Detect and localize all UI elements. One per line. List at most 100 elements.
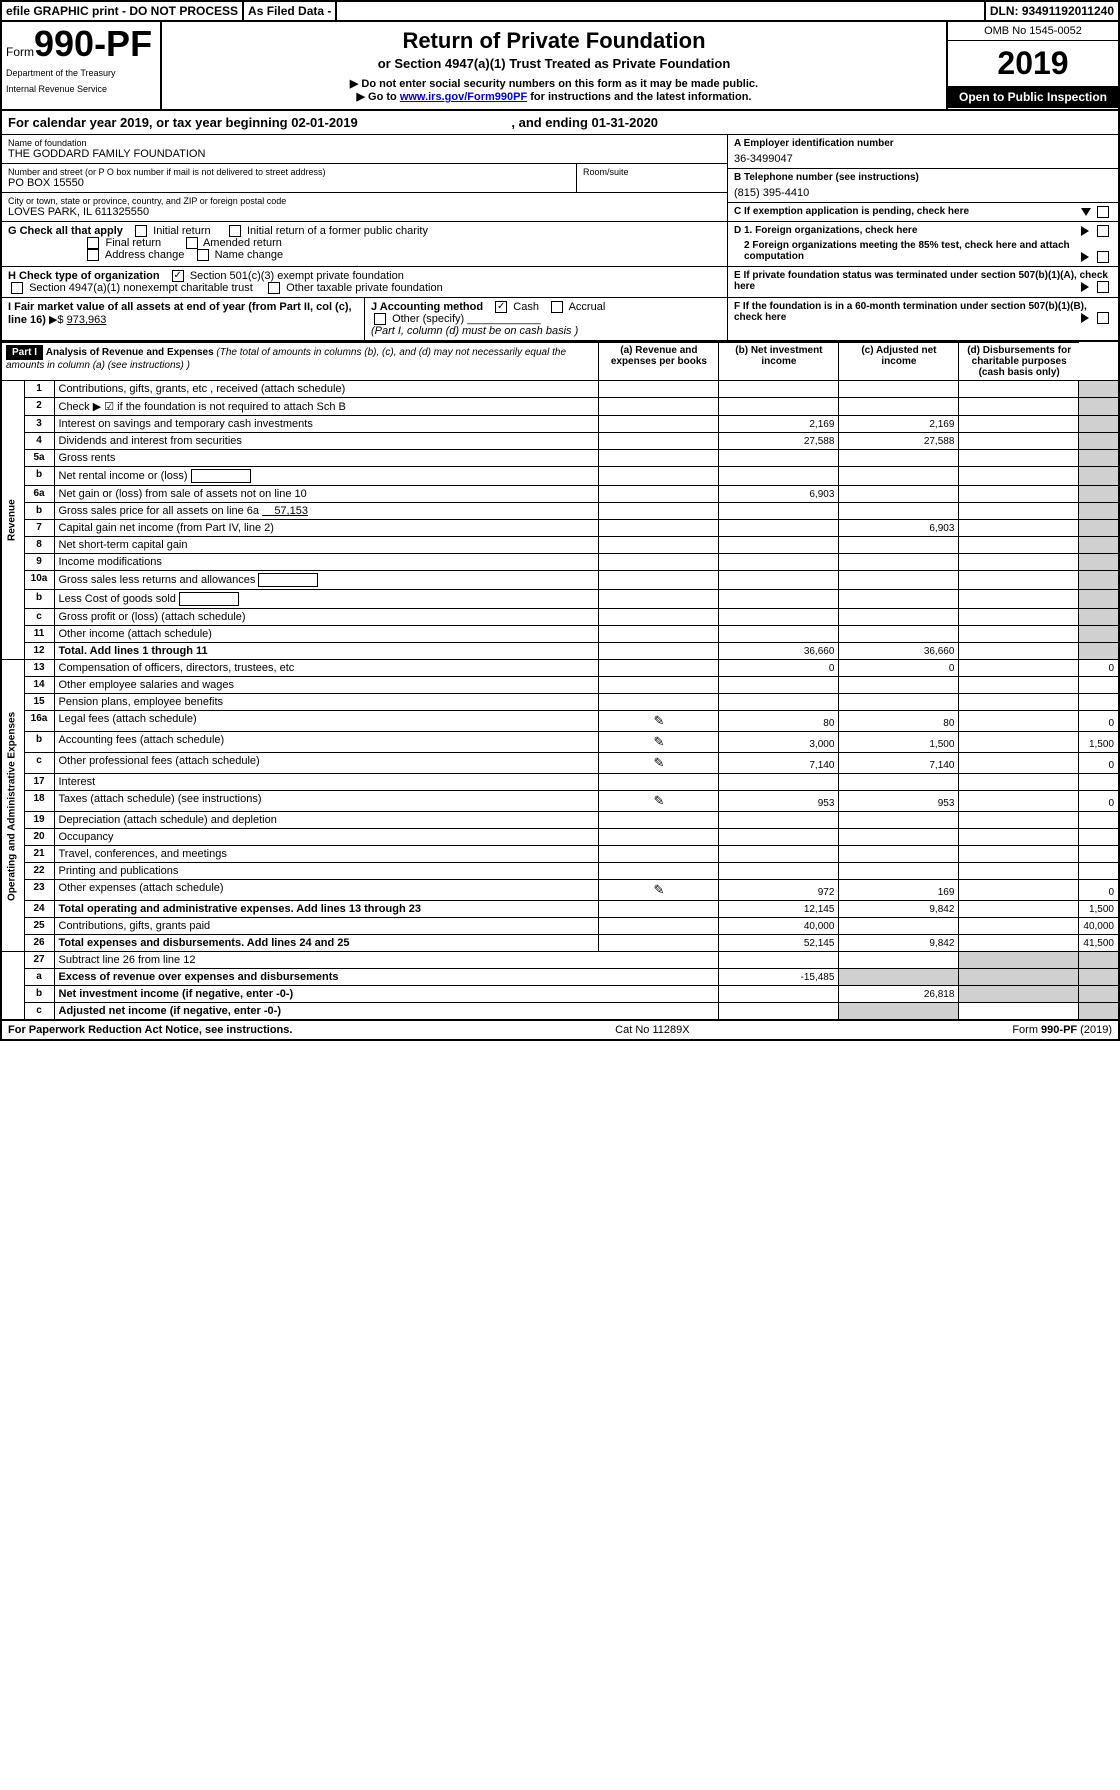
i-fmv: I Fair market value of all assets at end… [2,298,365,340]
table-row: 11Other income (attach schedule) [2,626,1118,643]
table-row: bNet rental income or (loss) [2,467,1118,486]
f-checkbox[interactable] [1097,312,1109,324]
city-cell: City or town, state or province, country… [2,193,727,221]
arrow-icon [1081,208,1091,216]
irs-link[interactable]: www.irs.gov/Form990PF [400,91,527,103]
c-checkbox[interactable] [1097,206,1109,218]
paperwork-notice: For Paperwork Reduction Act Notice, see … [8,1024,292,1036]
table-row: Revenue1Contributions, gifts, grants, et… [2,381,1118,398]
e-terminated: E If private foundation status was termi… [728,267,1118,297]
phone-cell: B Telephone number (see instructions) (8… [728,169,1118,203]
h-4947-checkbox[interactable] [11,282,23,294]
h-check: H Check type of organization Section 501… [2,267,727,297]
part1-header: Part I Analysis of Revenue and Expenses … [2,343,1118,381]
g-final-checkbox[interactable] [87,237,99,249]
form-number: 990-PF [34,23,152,64]
table-row: 10aGross sales less returns and allowanc… [2,571,1118,590]
c-exempt-cell: C If exemption application is pending, c… [728,203,1118,220]
part1-table: Part I Analysis of Revenue and Expenses … [2,342,1118,1020]
expenses-section-label: Operating and Administrative Expenses [2,660,24,952]
j-cash-checkbox[interactable] [495,301,507,313]
arrow-icon [1081,282,1089,292]
table-row: 7Capital gain net income (from Part IV, … [2,520,1118,537]
tax-year: 2019 [948,41,1118,86]
d-foreign: D 1. Foreign organizations, check here 2… [728,222,1118,266]
topbar-blank [337,2,986,20]
table-row: 5aGross rents [2,450,1118,467]
form-prefix: Form [6,45,34,59]
table-row: 20Occupancy [2,829,1118,846]
attachment-icon[interactable]: ✎ [653,882,664,897]
calendar-year-line: For calendar year 2019, or tax year begi… [2,111,1118,135]
table-row: 18Taxes (attach schedule) (see instructi… [2,791,1118,812]
col-c-header: (c) Adjusted net income [839,343,959,381]
arrow-icon [1081,226,1089,236]
table-row: 25Contributions, gifts, grants paid40,00… [2,918,1118,935]
g-address-checkbox[interactable] [87,249,99,261]
d2-checkbox[interactable] [1097,251,1109,263]
as-filed: As Filed Data - [244,2,337,20]
efile-notice: efile GRAPHIC print - DO NOT PROCESS [2,2,244,20]
attachment-icon[interactable]: ✎ [653,793,664,808]
table-row: bNet investment income (if negative, ent… [2,986,1118,1003]
table-row: 14Other employee salaries and wages [2,677,1118,694]
g-check: G Check all that apply Initial return In… [2,222,727,264]
f-60month: F If the foundation is in a 60-month ter… [728,298,1118,340]
g-name-checkbox[interactable] [197,249,209,261]
arrow-icon [1081,313,1089,323]
table-row: cAdjusted net income (if negative, enter… [2,1003,1118,1020]
part1-label: Part I [6,345,43,360]
j-accrual-checkbox[interactable] [551,301,563,313]
form-subtitle: or Section 4947(a)(1) Trust Treated as P… [168,56,940,71]
table-row: bAccounting fees (attach schedule)✎3,000… [2,732,1118,753]
table-row: 16aLegal fees (attach schedule)✎80800 [2,711,1118,732]
table-row: cGross profit or (loss) (attach schedule… [2,609,1118,626]
info-grid: Name of foundation THE GODDARD FAMILY FO… [2,135,1118,222]
attachment-icon[interactable]: ✎ [653,734,664,749]
address-row: Number and street (or P O box number if … [2,164,727,193]
table-row: 3Interest on savings and temporary cash … [2,416,1118,433]
g-initial-former-checkbox[interactable] [229,225,241,237]
e-checkbox[interactable] [1097,281,1109,293]
dept-treasury: Department of the Treasury [6,68,156,78]
table-row: 23Other expenses (attach schedule)✎97216… [2,880,1118,901]
form-number-box: Form990-PF Department of the Treasury In… [2,22,162,109]
table-row: bLess Cost of goods sold [2,590,1118,609]
table-row: 26Total expenses and disbursements. Add … [2,935,1118,952]
table-row: 4Dividends and interest from securities2… [2,433,1118,450]
table-row: 12Total. Add lines 1 through 1136,66036,… [2,643,1118,660]
right-box: OMB No 1545-0052 2019 Open to Public Ins… [948,22,1118,109]
table-row: Operating and Administrative Expenses13C… [2,660,1118,677]
g-d-row: G Check all that apply Initial return In… [2,222,1118,267]
col-a-header: (a) Revenue and expenses per books [599,343,719,381]
h-other-checkbox[interactable] [268,282,280,294]
form-title: Return of Private Foundation [168,28,940,54]
d1-checkbox[interactable] [1097,225,1109,237]
dln-number: DLN: 93491192011240 [986,2,1118,20]
table-row: bGross sales price for all assets on lin… [2,503,1118,520]
table-row: 8Net short-term capital gain [2,537,1118,554]
dept-irs: Internal Revenue Service [6,84,156,94]
table-row: 19Depreciation (attach schedule) and dep… [2,812,1118,829]
table-row: 6aNet gain or (loss) from sale of assets… [2,486,1118,503]
h-501c3-checkbox[interactable] [172,270,184,282]
attachment-icon[interactable]: ✎ [653,713,664,728]
j-other-checkbox[interactable] [374,313,386,325]
header: Form990-PF Department of the Treasury In… [2,22,1118,111]
table-row: aExcess of revenue over expenses and dis… [2,969,1118,986]
j-accounting: J Accounting method Cash Accrual Other (… [365,298,727,340]
table-row: 17Interest [2,774,1118,791]
table-row: 21Travel, conferences, and meetings [2,846,1118,863]
attachment-icon[interactable]: ✎ [653,755,664,770]
arrow-icon [1081,252,1089,262]
table-row: 22Printing and publications [2,863,1118,880]
omb-number: OMB No 1545-0052 [948,22,1118,41]
top-bar: efile GRAPHIC print - DO NOT PROCESS As … [2,2,1118,22]
g-initial-checkbox[interactable] [135,225,147,237]
cat-number: Cat No 11289X [615,1024,689,1036]
title-box: Return of Private Foundation or Section … [162,22,948,109]
g-amended-checkbox[interactable] [186,237,198,249]
col-b-header: (b) Net investment income [719,343,839,381]
table-row: 2Check ▶ ☑ if the foundation is not requ… [2,398,1118,416]
i-j-f-row: I Fair market value of all assets at end… [2,298,1118,342]
